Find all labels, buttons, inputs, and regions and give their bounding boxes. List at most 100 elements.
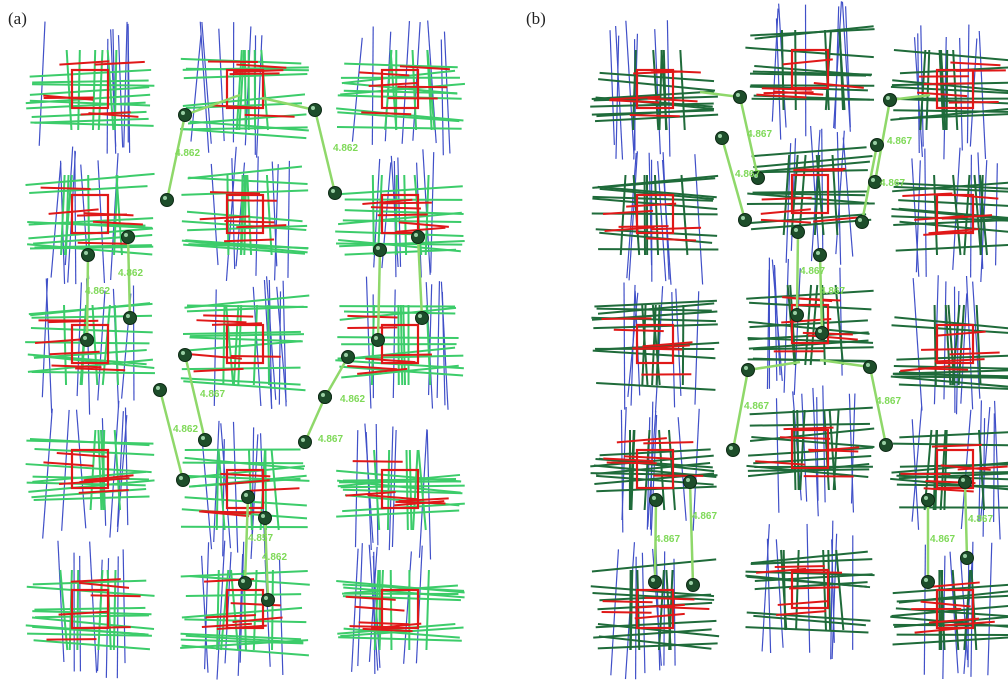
atom (687, 579, 700, 592)
atom (412, 231, 425, 244)
bond-line (41, 188, 91, 189)
panel-label: (b) (526, 9, 546, 28)
bond-line (753, 192, 868, 193)
atom (961, 552, 974, 565)
bond-line (336, 243, 462, 244)
atom-highlight (244, 493, 248, 497)
distance-label: 4.862 (85, 286, 110, 297)
distance-label: 4.867 (318, 434, 343, 445)
bond-line (224, 221, 274, 222)
atom (791, 309, 804, 322)
distance-label: 4.867 (930, 534, 955, 545)
atom-highlight (321, 393, 325, 397)
distance-label: 4.867 (744, 401, 769, 412)
atom-highlight (264, 596, 268, 600)
atom-highlight (241, 579, 245, 583)
atom-highlight (866, 363, 870, 367)
atom-highlight (124, 233, 128, 237)
atom-highlight (961, 478, 965, 482)
atom (309, 104, 322, 117)
bond-line (602, 612, 652, 613)
atom (242, 491, 255, 504)
atom-highlight (741, 216, 745, 220)
bond-line (797, 410, 798, 490)
atom (177, 474, 190, 487)
distance-label: 4.862 (175, 148, 200, 159)
atom (880, 439, 893, 452)
distance-label: 4.867 (968, 514, 993, 525)
atom (742, 364, 755, 377)
bond-line (183, 463, 304, 464)
atom (259, 512, 272, 525)
bond-line (91, 595, 141, 596)
distance-label: 4.867 (735, 169, 760, 180)
atom (816, 327, 829, 340)
atom (374, 244, 387, 257)
distance-label: 4.867 (880, 178, 905, 189)
bond-line (230, 73, 280, 74)
atom-highlight (686, 478, 690, 482)
atom-highlight (793, 311, 797, 315)
bond-line (601, 318, 651, 319)
bond-line (630, 115, 680, 116)
panel-label: (a) (8, 9, 27, 28)
atom-highlight (179, 476, 183, 480)
atom (922, 576, 935, 589)
atom-highlight (963, 554, 967, 558)
bond-line (947, 50, 948, 130)
atom (856, 216, 869, 229)
atom (161, 194, 174, 207)
bond-line (747, 203, 875, 204)
atom-highlight (816, 251, 820, 255)
bond-line (227, 200, 277, 201)
bond-line (378, 215, 428, 216)
atom (739, 214, 752, 227)
atom-highlight (344, 353, 348, 357)
distance-label: 4.867 (820, 286, 845, 297)
bond-line (406, 450, 407, 530)
atom (179, 109, 192, 122)
bond-line (795, 30, 796, 110)
atom-highlight (794, 228, 798, 232)
bond-line (924, 83, 974, 84)
atom (792, 226, 805, 239)
bond-line (624, 282, 625, 409)
bond-line (775, 566, 825, 567)
distance-label: 4.867 (200, 389, 225, 400)
atom-highlight (181, 351, 185, 355)
bond-line (968, 556, 969, 668)
atom (922, 494, 935, 507)
bond-line (231, 356, 281, 357)
atom (81, 334, 94, 347)
distance-label: 4.862 (118, 268, 143, 279)
figure: (a) (b) 4.8624.8624.8624.8624.8674.8624.… (0, 0, 1008, 692)
atom-highlight (181, 111, 185, 115)
atom (884, 94, 897, 107)
distance-label: 4.867 (747, 129, 772, 140)
bond-line (614, 330, 664, 331)
distance-label: 4.857 (248, 533, 273, 544)
atom-highlight (729, 446, 733, 450)
bond-line (371, 207, 421, 208)
distance-label: 4.867 (887, 136, 912, 147)
atom (239, 577, 252, 590)
atom-highlight (882, 441, 886, 445)
atom-highlight (744, 366, 748, 370)
atom (199, 434, 212, 447)
bond-line (664, 551, 665, 665)
atom-highlight (374, 336, 378, 340)
bond-line (353, 461, 403, 462)
atom-highlight (126, 314, 130, 318)
atom (416, 312, 429, 325)
atom (649, 576, 662, 589)
atom-highlight (156, 386, 160, 390)
bond-line (401, 305, 402, 385)
atom (814, 249, 827, 262)
bond-line (77, 215, 127, 216)
distance-label: 4.862 (333, 143, 358, 154)
contact-line (87, 255, 88, 340)
bond-line (350, 626, 400, 627)
bond-line (210, 192, 260, 193)
atom (262, 594, 275, 607)
atom-highlight (83, 336, 87, 340)
